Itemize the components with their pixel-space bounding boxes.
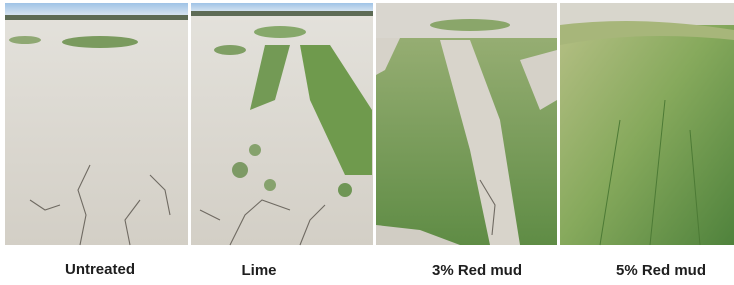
photo-3pct-red-mud bbox=[376, 3, 557, 245]
caption: 5% Red mud bbox=[616, 262, 706, 279]
photo-5pct-red-mud bbox=[560, 3, 734, 245]
photo-untreated bbox=[5, 3, 188, 245]
caption: Untreated bbox=[65, 261, 135, 278]
figure: Untreated Lime 3% Red mud 5% Red mud bbox=[0, 0, 734, 285]
caption: Lime bbox=[241, 262, 276, 279]
photo-lime bbox=[191, 3, 373, 245]
caption: 3% Red mud bbox=[432, 262, 522, 279]
page: {"panels": [{"caption": "Untreated"}, {"… bbox=[0, 0, 734, 285]
